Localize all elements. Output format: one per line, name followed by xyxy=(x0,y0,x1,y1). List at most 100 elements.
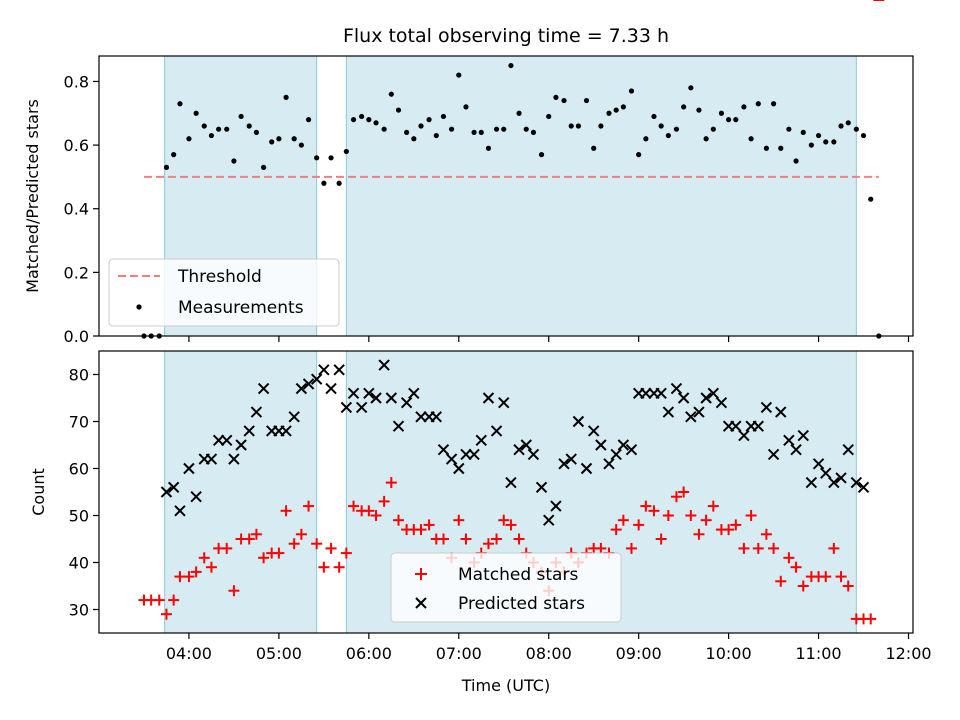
predicted-star-point xyxy=(250,406,263,418)
matched-star-point xyxy=(617,514,629,526)
measurement-point xyxy=(493,126,500,132)
predicted-star-point xyxy=(677,392,690,404)
measurement-point xyxy=(651,113,657,120)
measurement-point xyxy=(336,180,342,186)
measurement-point xyxy=(231,158,237,164)
measurement-point xyxy=(448,126,455,132)
measurement-point xyxy=(755,101,761,107)
measurement-point xyxy=(688,85,694,91)
predicted-star-point xyxy=(183,462,195,475)
matched-star-point xyxy=(250,528,262,540)
measurement-point xyxy=(681,104,687,110)
predicted-star-point xyxy=(760,401,773,414)
predicted-star-point xyxy=(700,392,712,404)
matched-star-point xyxy=(153,594,165,606)
matched-star-point xyxy=(595,542,607,554)
measurement-point xyxy=(628,88,635,94)
top-legend-box xyxy=(108,258,340,327)
measurement-point xyxy=(366,117,372,123)
predicted-star-point xyxy=(445,453,458,465)
predicted-star-point xyxy=(767,448,780,461)
measurement-point xyxy=(636,152,642,158)
measurement-point xyxy=(426,117,432,123)
matched-star-point xyxy=(820,571,832,583)
measurement-point xyxy=(591,145,597,151)
measurement-point xyxy=(253,129,260,135)
measurement-point xyxy=(163,164,170,170)
measurement-point xyxy=(276,136,282,142)
measurement-point xyxy=(598,123,604,129)
measurement-point xyxy=(838,123,844,129)
matched-star-point xyxy=(505,519,517,531)
predicted-star-point xyxy=(288,411,300,423)
predicted-star-point xyxy=(820,467,832,479)
matched-star-point xyxy=(228,585,240,597)
predicted-star-point xyxy=(468,448,480,461)
predicted-star-point xyxy=(167,481,180,494)
top-observing-windows xyxy=(164,55,857,337)
measurement-point xyxy=(620,104,626,110)
predicted-star-point xyxy=(370,392,382,404)
measurement-point xyxy=(546,113,552,120)
predicted-star-point xyxy=(475,434,487,447)
predicted-star-point xyxy=(730,420,742,432)
measurement-point xyxy=(359,113,365,120)
matched-star-point xyxy=(243,533,255,545)
matched-star-point xyxy=(865,613,877,625)
predicted-star-point xyxy=(805,476,818,489)
matched-star-point xyxy=(258,552,270,564)
predicted-star-point xyxy=(520,439,532,451)
predicted-star-point xyxy=(190,490,202,503)
predicted-star-point xyxy=(430,411,442,423)
matched-star-point xyxy=(363,505,375,517)
predicted-star-point xyxy=(828,476,840,489)
matched-star-point xyxy=(482,538,494,550)
x-tick-label: 05:00 xyxy=(256,644,302,663)
predicted-star-point xyxy=(595,439,607,451)
measurement-point xyxy=(696,107,702,113)
bottom-y-axis-ticks: 30 40 50 60 70 80 xyxy=(69,366,99,620)
predicted-star-point xyxy=(752,420,765,432)
matched-star-point xyxy=(707,500,719,512)
predicted-star-point xyxy=(775,406,787,418)
legend-measurements-swatch xyxy=(136,304,142,310)
measurement-point xyxy=(269,139,275,145)
predicted-star-point xyxy=(812,458,825,470)
measurement-point xyxy=(770,101,777,107)
y-tick-label: 80 xyxy=(69,366,89,385)
measurement-point xyxy=(673,126,680,132)
matched-star-point xyxy=(685,510,697,521)
matched-star-point xyxy=(385,477,397,489)
predicted-star-point xyxy=(257,382,270,395)
measurement-point xyxy=(530,129,537,135)
predicted-star-point xyxy=(685,411,697,423)
predicted-star-point xyxy=(783,434,795,447)
predicted-star-point xyxy=(738,429,750,442)
predicted-star-point xyxy=(205,453,218,465)
predicted-star-point xyxy=(662,406,675,418)
matched-star-point xyxy=(437,533,449,545)
matched-star-point xyxy=(205,561,217,573)
measurement-point xyxy=(260,164,267,170)
measurement-point xyxy=(373,120,379,126)
predicted-star-point xyxy=(325,382,337,395)
measurement-point xyxy=(561,97,567,104)
measurement-point xyxy=(538,152,545,158)
matched-star-point xyxy=(393,514,405,526)
y-tick-label: 50 xyxy=(69,507,89,526)
measurement-point xyxy=(305,117,312,123)
measurement-point xyxy=(575,123,582,129)
matched-star-point xyxy=(745,510,757,521)
top-x-axis-ticks xyxy=(188,336,910,342)
predicted-star-point xyxy=(437,443,450,456)
measurements-series xyxy=(141,62,882,339)
predicted-star-point xyxy=(295,382,308,395)
bottom-y-axis-label: Count xyxy=(29,468,48,516)
measurement-point xyxy=(703,136,709,142)
matched-star-point xyxy=(460,533,472,545)
predicted-star-point xyxy=(243,425,255,437)
matched-star-point xyxy=(221,542,233,554)
measurement-point xyxy=(433,132,439,139)
predicted-star-point xyxy=(498,396,510,409)
measurement-point xyxy=(395,107,402,113)
